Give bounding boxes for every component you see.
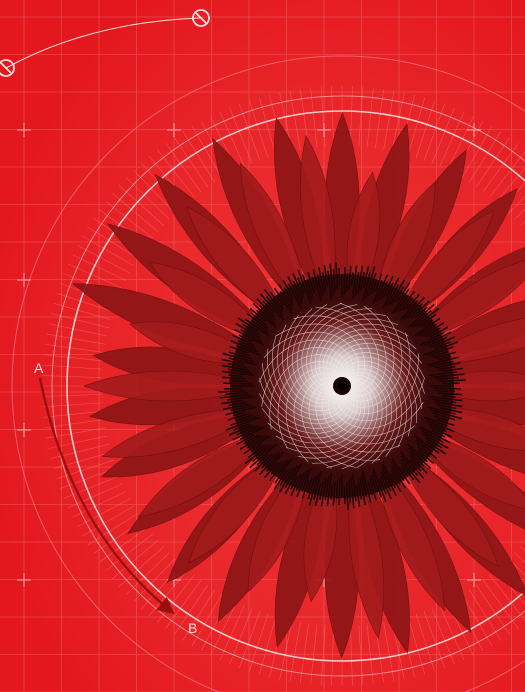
connector-line — [5, 17, 201, 69]
wide-guide-circle — [11, 55, 525, 692]
disk-fringe — [218, 262, 466, 510]
inner-guide-circle — [66, 110, 525, 662]
outer-guide-circle — [51, 95, 525, 677]
arc-arrow-a-to-b — [38, 377, 175, 615]
slashed-circle-icon — [0, 59, 15, 77]
disk-core-dot — [338, 382, 346, 390]
fibonacci-spiral-mesh — [258, 302, 425, 470]
label-point-a: A — [34, 360, 44, 376]
label-point-b: B — [188, 620, 198, 636]
slashed-circle-icon — [192, 9, 210, 27]
